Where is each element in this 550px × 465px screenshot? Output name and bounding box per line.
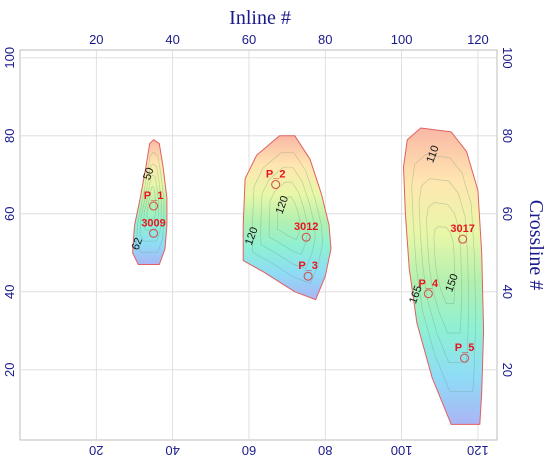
x-tick-bottom-20: 20 <box>89 443 103 458</box>
x-axis-title: Inline # <box>229 7 291 29</box>
x-tick-bottom-120: 120 <box>467 443 489 458</box>
x-tick-top-40: 40 <box>165 32 179 47</box>
well-marker-3009 <box>149 228 159 238</box>
body-2-contour-label-1: 120 <box>274 194 292 215</box>
x-tick-top-100: 100 <box>391 32 413 47</box>
well-marker-P_5 <box>460 353 470 363</box>
x-tick-top-20: 20 <box>89 32 103 47</box>
x-tick-bottom-80: 80 <box>318 443 332 458</box>
well-label-P_3: P_3 <box>298 260 318 272</box>
body-1-contour-label-1: 50 <box>141 166 156 182</box>
x-tick-top-80: 80 <box>318 32 332 47</box>
well-P_5: P_5 <box>455 342 475 363</box>
x-tick-top-60: 60 <box>242 32 256 47</box>
y-axis-title: Crossline # <box>525 200 547 291</box>
well-P_4: P_4 <box>419 278 439 299</box>
y-tick-right-80: 80 <box>500 129 515 143</box>
well-marker-P_1 <box>149 201 159 211</box>
well-marker-3017 <box>458 234 468 244</box>
body-3-contour-3 <box>426 202 463 334</box>
well-label-P_4: P_4 <box>419 278 439 290</box>
y-tick-left-20: 20 <box>2 363 17 377</box>
body-3-outline <box>403 127 485 425</box>
body-3-contour-label-3: 150 <box>443 272 461 293</box>
tick-labels: 20 20 40 40 60 60 80 80 100 100 120 120 20 20 40 40 60 60… <box>2 32 515 458</box>
well-markers: P_1 3009 P_2 3012 P_3 3017 P_4 P_5 <box>141 169 475 363</box>
body-3-contour-4 <box>433 226 456 304</box>
body-2-outline <box>242 135 332 301</box>
y-tick-left-80: 80 <box>2 129 17 143</box>
well-P_2: P_2 <box>266 169 286 190</box>
well-label-3009: 3009 <box>141 217 165 229</box>
body-1-outline <box>132 139 168 265</box>
body-1-contour-4 <box>146 186 157 220</box>
well-label-3017: 3017 <box>450 223 474 235</box>
well-3009: 3009 <box>141 217 166 238</box>
body-2-contour-3 <box>268 181 309 255</box>
well-P_3: P_3 <box>298 260 318 281</box>
well-3012: 3012 <box>294 221 318 242</box>
x-tick-bottom-40: 40 <box>165 443 179 458</box>
y-tick-right-20: 20 <box>500 363 515 377</box>
well-label-3012: 3012 <box>294 221 318 233</box>
well-label-P_5: P_5 <box>455 342 475 354</box>
y-tick-left-40: 40 <box>2 285 17 299</box>
well-P_1: P_1 <box>144 190 164 211</box>
well-marker-P_4 <box>423 289 433 299</box>
y-tick-left-100: 100 <box>2 47 17 69</box>
contour-bodies: 50 62 120 120 110 165 150 <box>130 127 485 425</box>
well-label-P_2: P_2 <box>266 169 286 181</box>
body-3-contour-1 <box>411 154 477 393</box>
body-3-contour-2 <box>418 178 470 363</box>
body-3-contour-label-2: 165 <box>407 284 425 305</box>
y-tick-left-60: 60 <box>2 207 17 221</box>
body-2-contour-4 <box>277 196 301 241</box>
body-2-contour-label-2: 120 <box>243 226 261 247</box>
x-tick-top-120: 120 <box>467 32 489 47</box>
well-3017: 3017 <box>450 223 475 244</box>
y-tick-right-60: 60 <box>500 207 515 221</box>
body-3: 110 165 150 <box>403 127 485 425</box>
y-tick-right-100: 100 <box>500 47 515 69</box>
body-1-contour-2 <box>139 163 162 242</box>
body-1-contour-1 <box>136 151 165 253</box>
y-tick-right-40: 40 <box>500 285 515 299</box>
well-label-P_1: P_1 <box>144 190 164 202</box>
body-2: 120 120 <box>242 135 332 301</box>
well-marker-3012 <box>301 232 311 242</box>
body-1: 50 62 <box>130 139 168 265</box>
well-marker-P_3 <box>303 271 313 281</box>
body-1-contour-label-2: 62 <box>130 236 145 252</box>
body-2-contour-2 <box>260 166 316 270</box>
x-tick-bottom-100: 100 <box>391 443 413 458</box>
x-tick-bottom-60: 60 <box>242 443 256 458</box>
well-marker-P_2 <box>271 180 281 190</box>
body-2-contour-1 <box>252 151 324 284</box>
body-3-contour-label-1: 110 <box>424 144 441 165</box>
